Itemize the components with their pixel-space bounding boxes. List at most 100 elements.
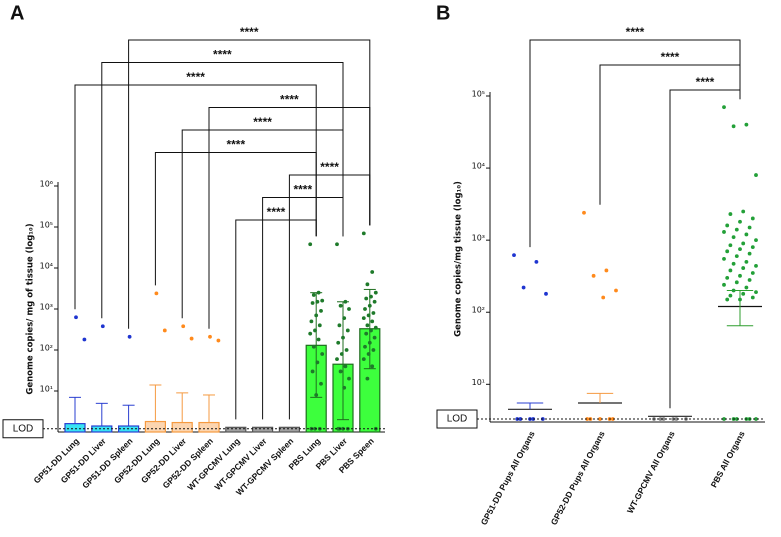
significance-bracket [262,197,344,420]
data-point [585,417,590,421]
data-point [661,417,666,421]
bar [144,420,166,433]
data-point [336,426,341,431]
y-tick-label: 10³ [472,234,485,243]
data-point [365,376,370,381]
significance-bracket [235,219,317,420]
data-point [347,376,351,381]
data-point [366,352,371,356]
data-point [614,288,618,293]
y-tick-label: 10³ [40,303,53,312]
data-point [734,280,739,285]
data-point [345,328,350,333]
data-point [731,288,736,293]
panel-label: A [10,2,24,24]
data-point [744,122,749,127]
data-point [308,331,313,336]
data-point [722,417,726,421]
data-point [741,291,746,296]
data-point [343,364,348,369]
y-tick-label: 10² [40,344,53,353]
data-point [363,344,367,349]
significance-bracket [288,174,371,420]
data-point [313,328,317,333]
panel-label: B [436,2,450,24]
data-point [728,212,733,216]
data-point [365,282,370,287]
y-tick-label: 10⁴ [40,262,53,271]
data-point [316,290,321,295]
significance-label: **** [626,25,645,39]
y-tick-label: 10¹ [40,385,53,394]
lod-label: LOD [13,423,34,434]
lod-label: LOD [447,414,468,425]
data-point [366,313,371,318]
data-point [367,340,372,345]
data-point [750,295,755,300]
data-point [82,337,87,342]
data-point [342,316,347,320]
data-point [370,270,375,274]
data-point [722,256,726,261]
data-point [361,357,366,361]
data-point [216,338,221,343]
significance-label: **** [253,115,272,129]
data-point [347,307,351,311]
data-point [728,293,733,298]
data-point [754,290,758,295]
data-point [728,268,733,273]
data-point [725,223,730,228]
data-point [315,299,320,304]
data-point [344,348,349,352]
data-point [373,325,378,330]
data-point [317,323,322,328]
data-point [335,242,339,247]
significance-bracket [208,107,371,329]
data-point [734,254,739,259]
data-point [371,348,376,352]
data-point [311,344,316,349]
significance-label: **** [226,138,245,152]
y-tick-label: 10² [472,306,485,315]
data-point [342,385,347,390]
bar [225,426,247,433]
significance-bracket [154,152,317,286]
data-point [310,369,315,374]
data-point [369,294,373,299]
data-point [319,308,323,313]
data-point [154,291,159,296]
y-tick-label: 10⁴ [472,162,485,171]
y-tick-label: 10⁶ [40,180,53,189]
data-point [512,253,516,258]
data-point [370,319,375,324]
data-point [320,352,325,356]
data-point [734,417,739,421]
y-axis-label: Genome copies/mg tissue (log₁₀) [454,181,464,337]
data-point [738,219,742,224]
data-point [754,238,758,243]
data-point [308,242,313,247]
data-point [311,293,316,297]
data-point [371,311,376,315]
data-point [341,335,345,340]
significance-label: **** [267,205,286,219]
data-point [314,393,319,397]
data-point [658,417,663,421]
bar [252,426,274,433]
bar [278,426,300,433]
data-point [315,360,320,365]
data-point [744,285,749,290]
data-point [544,291,548,296]
data-point [336,340,341,345]
data-point [309,319,314,324]
data-point [320,298,325,303]
data-point [370,364,375,369]
bar [198,421,220,433]
data-point [364,296,369,301]
data-point [316,337,321,342]
data-point [725,275,730,280]
data-point [722,230,726,234]
data-point [731,124,736,129]
data-point [738,247,742,252]
